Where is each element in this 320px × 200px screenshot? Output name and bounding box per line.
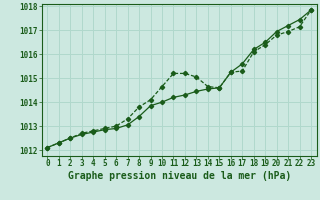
X-axis label: Graphe pression niveau de la mer (hPa): Graphe pression niveau de la mer (hPa) (68, 171, 291, 181)
